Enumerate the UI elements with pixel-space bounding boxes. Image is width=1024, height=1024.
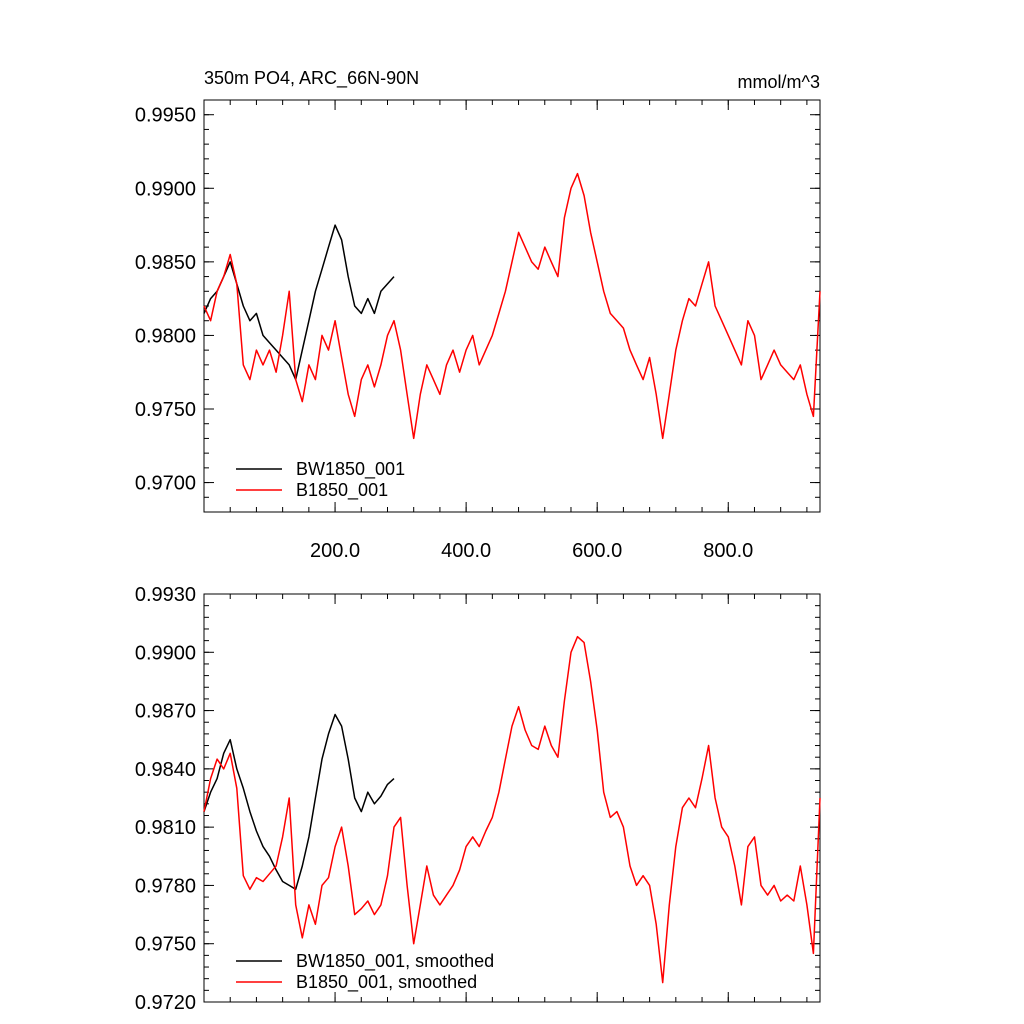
top-plot-frame: [203, 99, 821, 513]
top-legend-label-b: B1850_001: [296, 480, 388, 501]
top-legend: BW1850_001 B1850_001: [236, 459, 405, 501]
bottom-y-tick-label: 0.9870: [135, 701, 196, 723]
bottom-y-tick-label: 0.9720: [135, 992, 196, 1014]
top-legend-label-bw: BW1850_001: [296, 459, 405, 480]
top-x-tick-label: 200.0: [310, 540, 360, 562]
bottom-legend-label-bw: BW1850_001, smoothed: [296, 951, 494, 972]
top-y-tick-label: 0.9750: [135, 399, 196, 421]
top-y-tick-label: 0.9700: [135, 473, 196, 495]
top-series-lines: [203, 172, 821, 440]
top-series-line-bw1850: [203, 224, 395, 381]
top-series-line-b1850: [203, 172, 821, 440]
bottom-y-tick-label: 0.9750: [135, 934, 196, 956]
bottom-panel: 0.9720 0.9750 0.9780 0.9810 0.9840 0.9870 0.99…: [135, 584, 821, 1014]
top-panel: 0.9700 0.9750 0.9800 0.9850 0.9900 0.9950 200…: [135, 99, 821, 562]
top-y-tick-label: 0.9950: [135, 105, 196, 127]
top-x-tick-label: 400.0: [441, 540, 491, 562]
bottom-series-line-b1850: [203, 635, 821, 984]
top-y-tick-label: 0.9800: [135, 325, 196, 347]
chart-title: 350m PO4, ARC_66N-90N: [204, 68, 419, 89]
bottom-legend-label-b: B1850_001, smoothed: [296, 972, 477, 993]
top-y-tick-label: 0.9850: [135, 252, 196, 274]
top-x-axis: 200.0 400.0 600.0 800.0: [203, 100, 808, 562]
top-x-tick-label: 600.0: [572, 540, 622, 562]
bottom-y-tick-label: 0.9930: [135, 584, 196, 606]
bottom-y-axis: 0.9720 0.9750 0.9780 0.9810 0.9840 0.9870 0.99…: [135, 584, 820, 1014]
units-label: mmol/m^3: [738, 72, 820, 92]
bottom-series-line-bw1850: [203, 713, 395, 891]
top-y-tick-label: 0.9900: [135, 178, 196, 200]
bottom-legend: BW1850_001, smoothed B1850_001, smoothed: [236, 951, 494, 993]
bottom-y-tick-label: 0.9840: [135, 759, 196, 781]
bottom-plot-frame: [203, 593, 821, 1003]
bottom-y-tick-label: 0.9810: [135, 817, 196, 839]
bottom-x-axis: [203, 594, 808, 1002]
bottom-y-tick-label: 0.9780: [135, 875, 196, 897]
top-x-tick-label: 800.0: [703, 540, 753, 562]
bottom-series-lines: [203, 635, 821, 984]
bottom-y-tick-label: 0.9900: [135, 642, 196, 664]
top-y-axis: 0.9700 0.9750 0.9800 0.9850 0.9900 0.9950: [135, 99, 820, 513]
